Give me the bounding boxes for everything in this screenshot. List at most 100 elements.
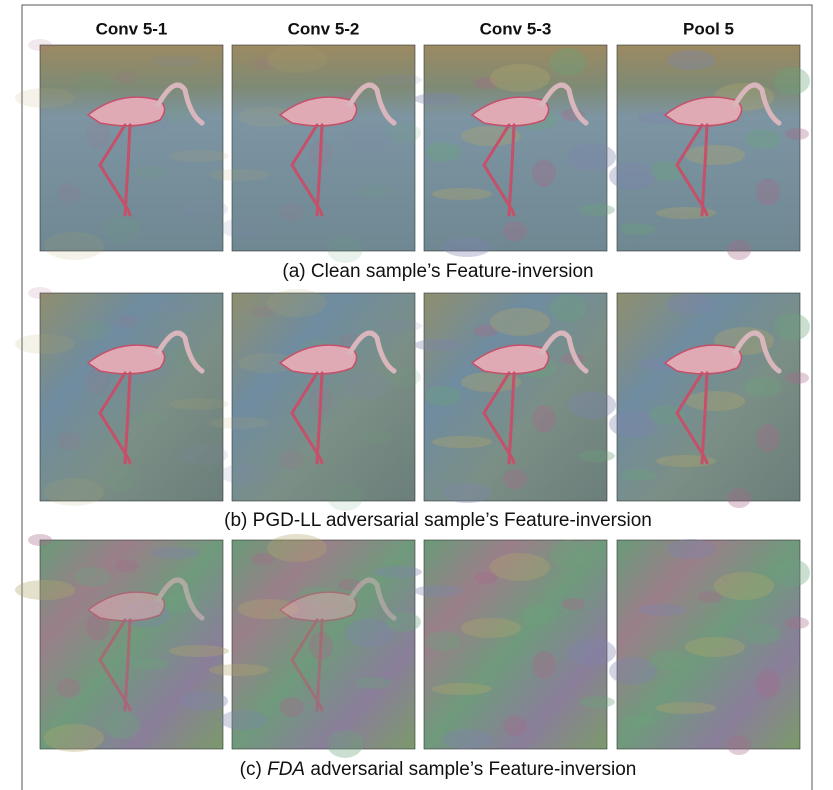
- texture: [356, 185, 392, 197]
- texture: [550, 540, 586, 568]
- texture: [57, 183, 81, 203]
- texture: [568, 638, 616, 666]
- column-header: Conv 5-1: [96, 19, 168, 38]
- texture: [267, 534, 327, 562]
- texture: [727, 488, 751, 508]
- texture: [425, 142, 461, 162]
- texture: [756, 424, 780, 452]
- texture: [432, 436, 492, 448]
- texture: [374, 320, 422, 332]
- texture: [714, 572, 774, 600]
- texture: [180, 445, 228, 465]
- texture: [745, 129, 781, 149]
- texture: [115, 560, 139, 572]
- texture: [532, 405, 556, 433]
- texture: [550, 48, 586, 76]
- texture: [785, 128, 809, 140]
- texture: [356, 431, 392, 443]
- texture: [104, 464, 140, 492]
- texture: [151, 301, 199, 313]
- texture: [169, 398, 229, 410]
- texture: [345, 124, 393, 152]
- texture: [667, 50, 715, 70]
- page: {"figure": { "columns": ["Conv 5-1", "Co…: [0, 0, 833, 790]
- caption-text: adversarial sample’s Feature-inversion: [305, 759, 636, 780]
- texture: [169, 645, 229, 657]
- texture: [443, 729, 491, 749]
- column-header: Conv 5-2: [288, 19, 360, 38]
- caption: (b) PGD-LL adversarial sample’s Feature-…: [224, 510, 652, 531]
- texture: [104, 216, 140, 244]
- texture: [521, 605, 557, 625]
- image-grid: [15, 39, 810, 758]
- texture: [267, 45, 327, 73]
- texture: [44, 232, 104, 260]
- texture: [57, 431, 81, 451]
- texture: [280, 697, 304, 717]
- texture: [532, 651, 556, 679]
- texture: [209, 664, 269, 676]
- texture: [561, 598, 585, 610]
- caption-text: (c): [240, 759, 267, 780]
- image: [609, 539, 810, 755]
- texture: [220, 218, 268, 238]
- texture: [280, 202, 304, 222]
- texture: [785, 372, 809, 384]
- texture: [425, 386, 461, 406]
- texture: [209, 417, 269, 429]
- image: [209, 45, 422, 263]
- texture: [609, 162, 657, 190]
- texture: [327, 730, 363, 758]
- texture: [169, 150, 229, 162]
- texture: [15, 580, 75, 600]
- image: [15, 287, 229, 506]
- texture: [532, 159, 556, 187]
- texture: [28, 287, 52, 299]
- texture: [15, 88, 75, 108]
- texture: [151, 547, 199, 559]
- texture: [385, 123, 421, 143]
- texture: [151, 55, 199, 67]
- texture: [44, 478, 104, 506]
- texture: [649, 650, 685, 670]
- texture: [579, 696, 615, 708]
- texture: [620, 469, 656, 481]
- texture: [638, 604, 686, 616]
- texture: [461, 618, 521, 638]
- texture: [745, 377, 781, 397]
- texture: [503, 469, 527, 489]
- column-header: Conv 5-3: [480, 19, 552, 38]
- texture: [15, 334, 75, 354]
- texture: [180, 691, 228, 711]
- texture: [209, 169, 269, 181]
- column-header: Pool 5: [683, 19, 734, 38]
- texture: [443, 483, 491, 503]
- caption: (a) Clean sample’s Feature-inversion: [282, 261, 593, 282]
- image: [414, 540, 616, 749]
- texture: [75, 72, 111, 92]
- texture: [327, 483, 363, 511]
- texture: [374, 74, 422, 86]
- texture: [75, 320, 111, 340]
- texture: [432, 683, 492, 695]
- texture: [745, 624, 781, 644]
- texture: [685, 637, 745, 657]
- texture: [28, 534, 52, 546]
- texture: [774, 313, 810, 341]
- texture: [86, 121, 110, 149]
- image: [15, 39, 229, 260]
- texture: [685, 145, 745, 165]
- texture: [568, 143, 616, 171]
- texture: [503, 716, 527, 736]
- image: [414, 45, 616, 257]
- texture: [550, 294, 586, 322]
- texture: [133, 412, 169, 424]
- texture: [756, 670, 780, 698]
- image: [414, 293, 616, 503]
- image: [209, 289, 422, 511]
- texture: [425, 631, 461, 651]
- image: [209, 534, 422, 758]
- texture: [785, 617, 809, 629]
- caption-emphasis: FDA: [267, 759, 305, 780]
- texture: [579, 204, 615, 216]
